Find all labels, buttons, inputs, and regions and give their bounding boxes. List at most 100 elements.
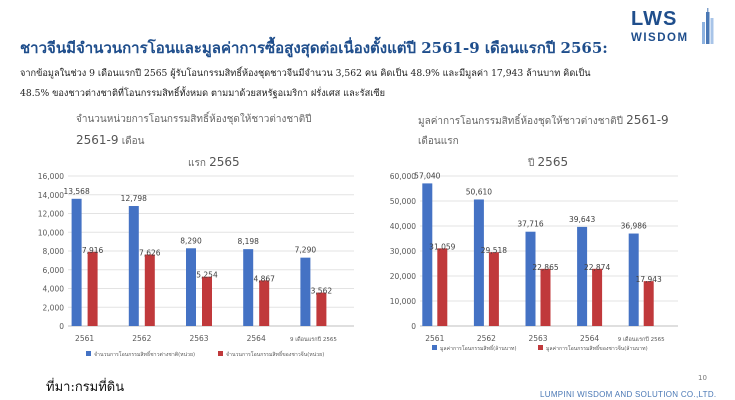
chart-title-range: 2561-9 [76,133,119,147]
bar-total [128,206,139,326]
data-label: 5,254 [196,271,218,280]
chart-transfer-value: มูลค่าการโอนกรรมสิทธิ์ห้องชุดให้ชาวต่างช… [380,108,692,376]
chart-title-range: 2561-9 [626,113,669,127]
bar-total [300,257,311,326]
data-label: 36,986 [621,222,647,231]
data-label: 12,798 [121,194,147,203]
building-skyline-icon [702,8,714,44]
bar-chinese [592,268,603,326]
x-tick-label: 2562 [477,334,496,343]
x-tick-label: 9 เดือนแรกปี 2565 [290,336,337,343]
data-label: 57,040 [414,171,440,180]
legend-swatch [538,345,543,350]
bar-total [577,226,588,326]
y-tick-label: 10,000 [38,228,64,237]
chart-svg: 0 10,000 20,000 30,000 40,000 50,000 60,00057,… [390,171,678,352]
bar-chinese [643,281,654,326]
bar-chinese [202,276,212,326]
bar-chinese [540,268,551,326]
legend-swatch [218,351,223,356]
page-title: ชาวจีนมีจำนวนการโอนและมูลค่าการซื้อสูงสุ… [20,39,608,57]
bar-total [422,183,433,326]
y-tick-label: 8,000 [43,247,65,256]
bar-chinese [488,252,499,326]
y-tick-label: 0 [411,322,416,331]
chart-title-word: เดือนแรก [418,136,459,147]
y-tick-label: 30,000 [390,247,416,256]
data-label: 7,290 [295,246,317,255]
chart-title-year: 2565 [537,155,569,169]
x-tick-label: 2564 [580,334,599,343]
x-tick-label: 2563 [189,334,208,343]
bar-total [186,248,196,326]
data-label: 31,059 [429,242,455,251]
lead-line-1: จากข้อมูลในช่วง 9 เดือนแรกปี 2565 ผู้รับ… [20,68,591,79]
y-tick-label: 2,000 [43,303,65,312]
x-tick-label: 9 เดือนแรกปี 2565 [618,336,665,343]
chart-transfer-units: จำนวนหน่วยการโอนกรรมสิทธิ์ห้องชุดให้ชาวต… [30,108,370,376]
y-tick-label: 0 [59,322,64,331]
x-tick-label: 2564 [247,334,266,343]
chart-title: มูลค่าการโอนกรรมสิทธิ์ห้องชุดให้ชาวต่างช… [418,110,688,174]
data-label: 37,716 [517,220,543,229]
chart-title-year: 2565 [209,155,240,169]
data-label: 4,867 [253,274,275,283]
data-label: 22,874 [584,263,610,272]
bar-total [243,249,254,326]
bar-total [628,233,639,326]
bar-chinese [87,251,98,326]
bar-chinese [259,280,270,326]
y-tick-label: 16,000 [38,172,64,181]
bar-chinese [144,254,155,326]
data-label: 3,562 [311,287,333,296]
y-tick-label: 6,000 [43,266,65,275]
bar-total [473,199,484,326]
chart-title-text: มูลค่าการโอนกรรมสิทธิ์ห้องชุดให้ชาวต่างช… [418,116,623,127]
y-tick-label: 10,000 [390,297,416,306]
y-tick-label: 12,000 [38,210,64,219]
data-label: 7,626 [139,249,161,258]
x-tick-label: 2563 [528,334,547,343]
data-label: 13,568 [63,187,89,196]
legend-swatch [432,345,437,350]
data-label: 8,198 [237,237,259,246]
x-tick-label: 2562 [132,334,151,343]
source-note: ที่มา:กรมที่ดิน [46,380,125,395]
company-logo: LWS WISDOM [631,8,723,48]
page-number: 10 [698,374,707,382]
y-tick-label: 60,000 [390,172,416,181]
data-label: 50,610 [466,187,492,196]
y-tick-label: 50,000 [390,197,416,206]
data-label: 39,643 [569,215,595,224]
bar-total [525,231,536,326]
data-label: 8,290 [180,236,202,245]
data-label: 29,518 [481,246,507,255]
chart-title-word: เดือน [121,136,145,147]
legend-swatch [86,351,91,356]
chart-title-text-2: แรก [188,158,206,169]
y-tick-label: 14,000 [38,191,64,200]
chart-svg: 02,0004,0006,0008,00010,00012,00014,0001… [38,172,354,358]
chart-title: จำนวนหน่วยการโอนกรรมสิทธิ์ห้องชุดให้ชาวต… [76,110,346,174]
data-label: 22,865 [532,263,558,272]
chart-title-text-2: ปี [528,158,535,169]
chart-title-text: จำนวนหน่วยการโอนกรรมสิทธิ์ห้องชุดให้ชาวต… [76,114,312,125]
bar-total [71,198,82,326]
bar-chinese [316,292,327,326]
lead-line-2: 48.5% ของชาวต่างชาติที่โอนกรรมสิทธิ์ทั้ง… [20,88,385,99]
company-footer: LUMPINI WISDOM AND SOLUTION CO.,LTD. [540,390,717,399]
bar-chinese [437,248,448,326]
logo-text-wisdom: WISDOM [631,32,689,44]
y-tick-label: 20,000 [390,272,416,281]
data-label: 17,943 [636,275,662,284]
x-tick-label: 2561 [75,334,94,343]
x-tick-label: 2561 [425,334,444,343]
legend-label: จำนวนการโอนกรรมสิทธิ์ชาวต่างชาติ(หน่วย) [94,350,195,358]
y-tick-label: 4,000 [43,285,65,294]
legend-label: มูลค่าการโอนกรรมสิทธิ์(ล้านบาท) [440,344,516,352]
data-label: 7,916 [82,246,104,255]
lead-paragraph: จากข้อมูลในช่วง 9 เดือนแรกปี 2565 ผู้รับ… [20,64,620,104]
y-tick-label: 40,000 [390,222,416,231]
logo-text-lws: LWS [631,8,678,30]
legend-label: มูลค่าการโอนกรรมสิทธิ์ของชาวจีน(ล้านบาท) [546,344,648,352]
